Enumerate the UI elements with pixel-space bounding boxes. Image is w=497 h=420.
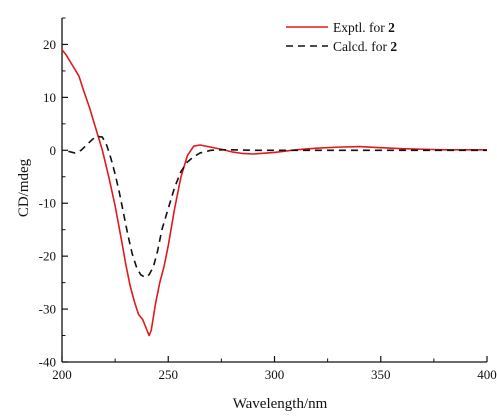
- exptl-series-line: [61, 49, 487, 337]
- x-tick-label: 200: [52, 367, 72, 382]
- y-tick-label: -20: [39, 249, 56, 264]
- axes-layer: -40 -30 -20 -10 0 10 20 200 250 300 350 400: [39, 17, 497, 382]
- y-tick-label: 20: [43, 37, 56, 52]
- legend-label-prefix: Calcd. for: [333, 39, 390, 54]
- x-tick-label: 400: [477, 367, 497, 382]
- x-tick-label: 300: [265, 367, 285, 382]
- legend-entry-label: Exptl. for 2: [333, 20, 395, 35]
- x-axis-title: Wavelength/nm: [233, 396, 328, 412]
- y-tick-label: 0: [50, 143, 57, 158]
- y-axis-title: CD/mdeg: [16, 158, 32, 217]
- y-tick-label: 10: [43, 90, 56, 105]
- legend-entry-label: Calcd. for 2: [333, 39, 397, 54]
- y-tick-label: -10: [39, 196, 56, 211]
- y-tick-label: -40: [39, 355, 56, 370]
- x-tick-label: 250: [159, 367, 179, 382]
- y-tick-label: -30: [39, 302, 56, 317]
- x-tick-label: 350: [371, 367, 391, 382]
- calcd-series-line: [68, 135, 487, 279]
- legend-label-prefix: Exptl. for: [333, 20, 388, 35]
- legend-label-compound: 2: [390, 39, 397, 54]
- series-layer: [61, 49, 487, 337]
- legend-label-compound: 2: [388, 20, 395, 35]
